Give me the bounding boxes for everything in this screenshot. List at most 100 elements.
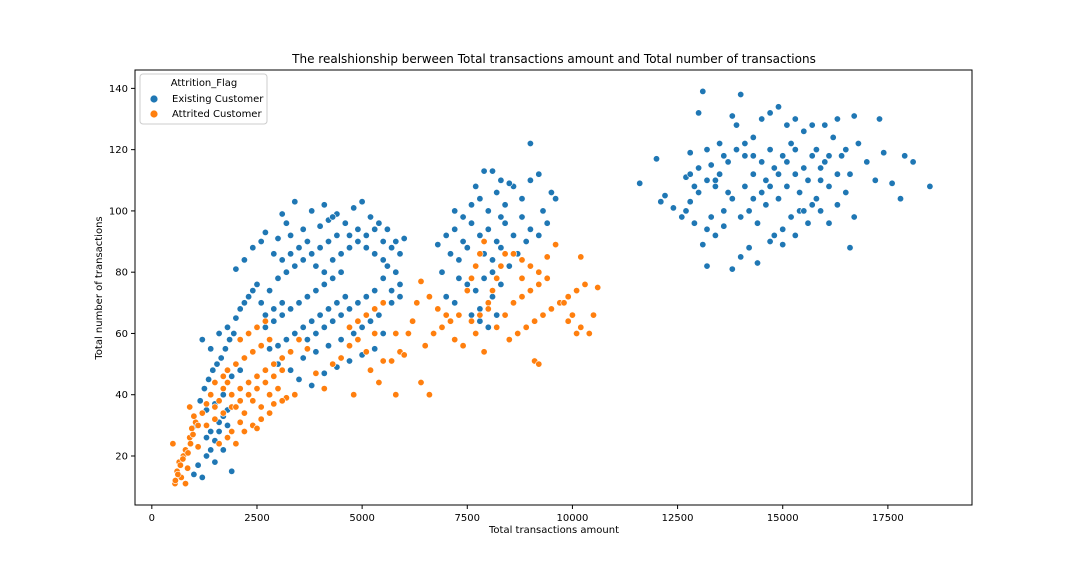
data-point-attrited-customer (455, 311, 463, 319)
data-point-attrited-customer (329, 360, 337, 368)
data-point-existing-customer (299, 256, 307, 264)
data-point-existing-customer (543, 219, 551, 227)
data-point-attrited-customer (253, 385, 261, 393)
data-point-existing-customer (741, 182, 749, 190)
data-point-existing-customer (703, 225, 711, 233)
data-point-existing-customer (303, 336, 311, 344)
x-tick-label: 0 (149, 513, 155, 524)
data-point-existing-customer (808, 121, 816, 129)
data-point-existing-customer (791, 231, 799, 239)
data-point-attrited-customer (371, 329, 379, 337)
data-point-attrited-customer (320, 385, 328, 393)
data-point-existing-customer (854, 140, 862, 148)
data-point-existing-customer (535, 170, 543, 178)
data-point-existing-customer (383, 262, 391, 270)
data-point-existing-customer (501, 201, 509, 209)
data-point-existing-customer (207, 427, 215, 435)
data-point-attrited-customer (434, 305, 442, 313)
data-point-existing-customer (652, 155, 660, 163)
data-point-existing-customer (518, 213, 526, 221)
data-point-existing-customer (766, 109, 774, 117)
data-point-attrited-customer (547, 305, 555, 313)
data-point-attrited-customer (184, 464, 192, 472)
data-point-attrited-customer (337, 354, 345, 362)
data-point-attrited-customer (392, 329, 400, 337)
data-point-attrited-customer (417, 277, 425, 285)
data-point-existing-customer (758, 115, 766, 123)
data-point-existing-customer (207, 345, 215, 353)
data-point-existing-customer (497, 176, 505, 184)
data-point-existing-customer (221, 345, 229, 353)
data-point-existing-customer (846, 170, 854, 178)
data-point-existing-customer (522, 238, 530, 246)
data-point-existing-customer (476, 317, 484, 325)
data-point-attrited-customer (224, 378, 232, 386)
data-point-existing-customer (505, 262, 513, 270)
data-point-existing-customer (341, 219, 349, 227)
data-point-existing-customer (497, 244, 505, 252)
data-point-existing-customer (796, 189, 804, 197)
data-point-attrited-customer (188, 424, 196, 432)
data-point-attrited-customer (560, 299, 568, 307)
data-point-existing-customer (308, 250, 316, 258)
data-point-existing-customer (236, 366, 244, 374)
data-point-existing-customer (362, 293, 370, 301)
data-point-existing-customer (842, 146, 850, 154)
data-point-existing-customer (509, 231, 517, 239)
data-point-attrited-customer (535, 280, 543, 288)
data-point-attrited-customer (270, 360, 278, 368)
data-point-existing-customer (388, 287, 396, 295)
data-point-existing-customer (737, 213, 745, 221)
data-point-attrited-customer (409, 317, 417, 325)
data-point-existing-customer (320, 201, 328, 209)
data-point-existing-customer (817, 164, 825, 172)
data-point-existing-customer (236, 305, 244, 313)
data-point-existing-customer (291, 329, 299, 337)
data-point-existing-customer (224, 421, 232, 429)
data-point-existing-customer (203, 434, 211, 442)
data-point-attrited-customer (480, 348, 488, 356)
data-point-existing-customer (901, 152, 909, 160)
data-point-existing-customer (379, 238, 387, 246)
data-point-attrited-customer (518, 256, 526, 264)
data-point-existing-customer (783, 121, 791, 129)
data-point-existing-customer (190, 470, 198, 478)
data-point-existing-customer (488, 167, 496, 175)
data-point-existing-customer (821, 121, 829, 129)
data-point-existing-customer (770, 231, 778, 239)
data-point-attrited-customer (261, 378, 269, 386)
data-point-existing-customer (207, 446, 215, 454)
y-axis-label: Total number of transactions (94, 216, 105, 360)
points-layer (169, 87, 934, 488)
data-point-existing-customer (720, 222, 728, 230)
data-point-existing-customer (812, 195, 820, 203)
data-point-attrited-customer (312, 369, 320, 377)
data-point-existing-customer (779, 241, 787, 249)
data-point-existing-customer (287, 231, 295, 239)
legend: Attrition_Flag Existing Customer Attrite… (139, 73, 268, 125)
data-point-attrited-customer (245, 329, 253, 337)
data-point-attrited-customer (232, 360, 240, 368)
data-point-existing-customer (724, 189, 732, 197)
data-point-existing-customer (833, 201, 841, 209)
data-point-attrited-customer (497, 262, 505, 270)
data-point-attrited-customer (240, 409, 248, 417)
data-point-attrited-customer (573, 329, 581, 337)
data-point-attrited-customer (184, 449, 192, 457)
data-point-existing-customer (699, 241, 707, 249)
data-point-attrited-customer (509, 250, 517, 258)
data-point-existing-customer (480, 274, 488, 282)
data-point-existing-customer (842, 189, 850, 197)
data-point-attrited-customer (535, 360, 543, 368)
data-point-attrited-customer (413, 299, 421, 307)
data-point-existing-customer (467, 201, 475, 209)
data-point-existing-customer (745, 207, 753, 215)
data-point-existing-customer (383, 225, 391, 233)
data-point-existing-customer (308, 317, 316, 325)
data-point-existing-customer (194, 461, 202, 469)
data-point-existing-customer (821, 158, 829, 166)
data-point-existing-customer (320, 369, 328, 377)
data-point-existing-customer (770, 164, 778, 172)
x-axis-label: Total transactions amount (488, 525, 619, 536)
